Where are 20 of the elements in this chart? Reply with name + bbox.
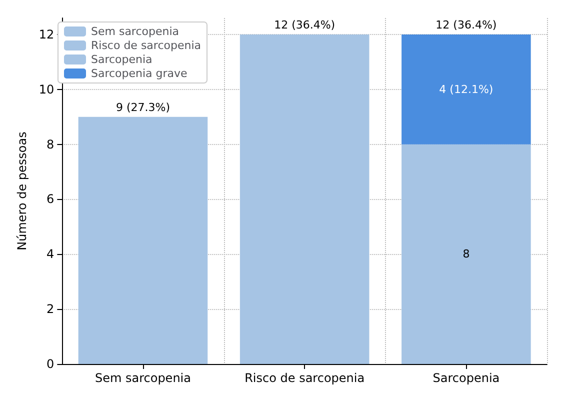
data-label: 4 (12.1%): [439, 82, 494, 96]
legend-label: Risco de sarcopenia: [91, 39, 201, 52]
y-tick-label: 0: [46, 357, 54, 371]
total-label: 9 (27.3%): [116, 100, 170, 114]
y-tick-label: 12: [38, 27, 54, 42]
x-tick-label: Sem sarcopenia: [94, 371, 191, 385]
legend-label: Sarcopenia grave: [91, 67, 188, 80]
total-label: 12 (36.4%): [274, 18, 336, 32]
total-label: 12 (36.4%): [436, 18, 497, 32]
y-tick-label: 4: [46, 247, 54, 262]
y-tick-label: 6: [46, 192, 54, 206]
y-tick-label: 8: [46, 137, 54, 152]
x-tick-label: Sarcopenia: [432, 371, 500, 385]
y-tick-label: 2: [46, 302, 54, 316]
y-tick-label: 10: [38, 82, 54, 96]
data-label: 8: [462, 248, 470, 261]
legend-label: Sem sarcopenia: [91, 25, 180, 38]
y-axis-title: Número de pessoas: [15, 132, 29, 250]
legend-label: Sarcopenia: [91, 53, 152, 66]
x-tick-label: Risco de sarcopenia: [244, 371, 365, 385]
